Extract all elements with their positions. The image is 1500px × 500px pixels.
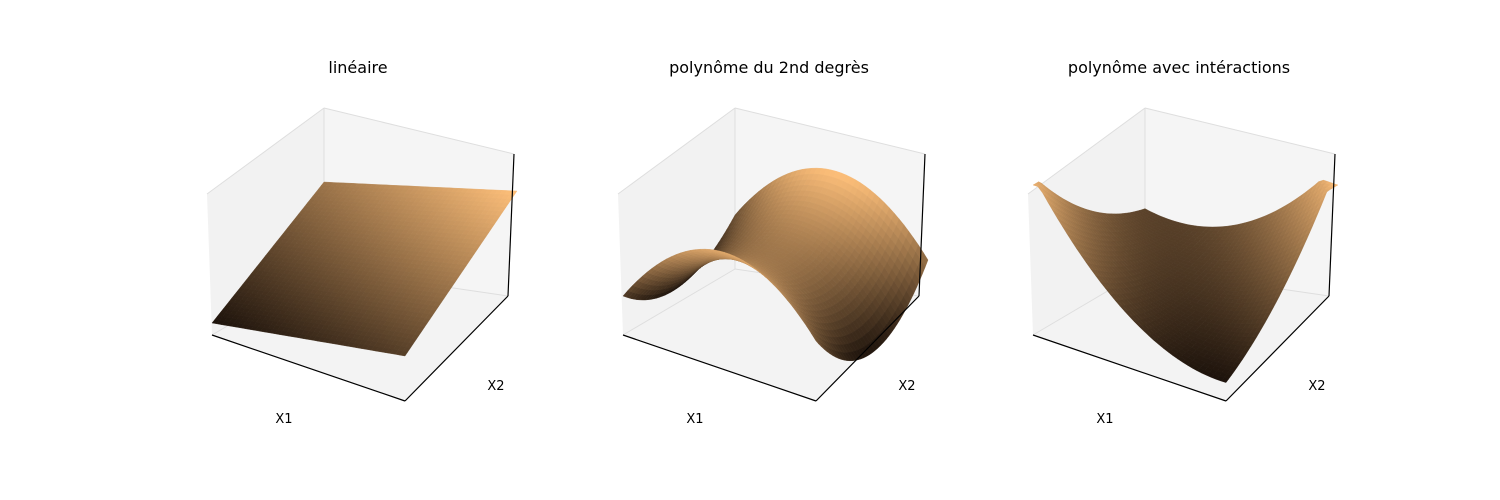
subplot-1: linéaire X1 X2	[206, 58, 518, 427]
x-axis-label: X1	[1096, 412, 1113, 427]
chart-title: polynôme du 2nd degrès	[669, 58, 869, 77]
x-axis-label: X1	[686, 412, 703, 427]
y-axis-label: X2	[898, 379, 915, 394]
subplot-3: polynôme avec intéractions X1 X2	[1027, 58, 1339, 427]
x-axis-label: X1	[275, 412, 292, 427]
chart-title: polynôme avec intéractions	[1068, 58, 1290, 77]
subplot-2: polynôme du 2nd degrès X1 X2	[617, 58, 929, 427]
y-axis-label: X2	[1308, 379, 1325, 394]
surface	[211, 181, 518, 357]
pane-edge	[323, 107, 515, 155]
pane-edge	[206, 107, 325, 195]
y-axis-label: X2	[487, 379, 504, 394]
chart-title: linéaire	[328, 58, 387, 77]
